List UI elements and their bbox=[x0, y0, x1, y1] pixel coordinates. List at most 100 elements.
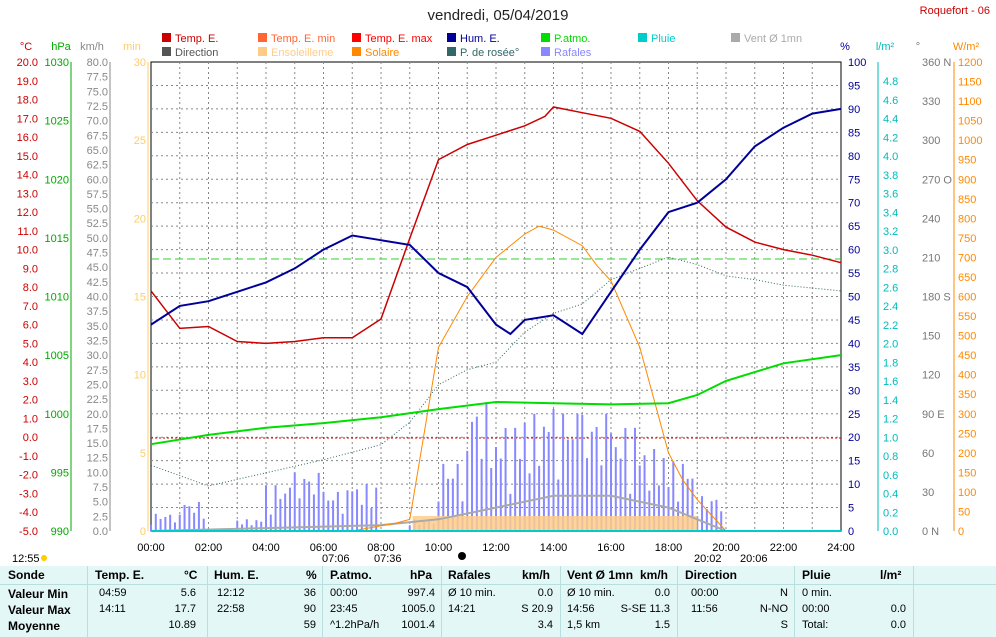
axis-tick-solar: 1050 bbox=[958, 116, 982, 128]
time-tick: 12:00 bbox=[482, 542, 510, 554]
axis-tick-hum: 70 bbox=[848, 198, 860, 210]
axis-tick-wind: 50.0 bbox=[87, 233, 108, 245]
stat-press-label: 23:45 bbox=[330, 603, 358, 615]
axis-tick-hum: 25 bbox=[848, 409, 860, 421]
stat-press-label: 00:00 bbox=[330, 587, 358, 599]
axis-tick-rain: 0.6 bbox=[883, 470, 898, 482]
legend-swatch bbox=[731, 33, 740, 42]
axis-tick-wind: 65.0 bbox=[87, 145, 108, 157]
axis-tick-wind: 22.5 bbox=[87, 394, 108, 406]
axis-tick-temp: 16.0 bbox=[17, 132, 38, 144]
legend-label: Hum. E. bbox=[460, 33, 500, 45]
axis-tick-minutes: 15 bbox=[134, 292, 146, 304]
axis-tick-wind: 15.0 bbox=[87, 438, 108, 450]
axis-tick-dir: 90 E bbox=[922, 409, 945, 421]
axis-tick-press: 1000 bbox=[45, 409, 69, 421]
axis-tick-solar: 800 bbox=[958, 213, 976, 225]
axis-tick-temp: 13.0 bbox=[17, 188, 38, 200]
axis-tick-solar: 250 bbox=[958, 428, 976, 440]
stat-dir-label: 11:56 bbox=[691, 603, 718, 615]
time-tick: 06:00 bbox=[310, 542, 338, 554]
axis-tick-solar: 1100 bbox=[958, 96, 982, 108]
axis-unit-wind: km/h bbox=[80, 41, 104, 53]
axis-tick-dir: 240 bbox=[922, 213, 940, 225]
axis-tick-press: 1030 bbox=[45, 57, 69, 69]
axis-tick-temp: 19.0 bbox=[17, 76, 38, 88]
axis-tick-solar: 900 bbox=[958, 174, 976, 186]
axis-tick-rain: 1.0 bbox=[883, 432, 898, 444]
axis-tick-solar: 950 bbox=[958, 155, 976, 167]
axis-tick-rain: 2.8 bbox=[883, 264, 898, 276]
stats-table: Sonde Temp. E. °C Hum. E. % P.atmo. hPa … bbox=[0, 566, 996, 637]
axis-tick-temp: 4.0 bbox=[23, 357, 38, 369]
axis-tick-solar: 550 bbox=[958, 311, 976, 323]
legend-swatch bbox=[447, 33, 456, 42]
stat-temp-label: 14:11 bbox=[99, 603, 126, 615]
axis-tick-solar: 1200 bbox=[958, 57, 982, 69]
axis-tick-dir: 0 N bbox=[922, 526, 939, 538]
header-gust-unit: km/h bbox=[522, 568, 551, 582]
stat-wind-label: 14:56 bbox=[567, 603, 595, 615]
axis-tick-wind: 30.0 bbox=[87, 350, 108, 362]
stat-press-value: 1001.4 bbox=[401, 619, 435, 631]
axis-tick-temp: 3.0 bbox=[23, 376, 38, 388]
stat-dir-value: N bbox=[780, 587, 788, 599]
header-rain-unit: l/m² bbox=[880, 568, 902, 582]
stat-temp-value: 5.6 bbox=[180, 587, 196, 599]
axis-tick-wind: 20.0 bbox=[87, 409, 108, 421]
axis-tick-rain: 1.2 bbox=[883, 414, 898, 426]
axis-tick-rain: 4.0 bbox=[883, 151, 898, 163]
weather-chart: 20.0 19.0 18.0 17.0 16.0 15.0 14.0 13.0 12.0 11.0… bbox=[12, 5, 990, 565]
axis-tick-solar: 750 bbox=[958, 233, 976, 245]
stat-press-value: 1005.0 bbox=[401, 603, 435, 615]
stat-hum-value: 59 bbox=[303, 619, 316, 631]
time-marker-left: 12:55 bbox=[12, 553, 40, 565]
axis-tick-wind: 60.0 bbox=[87, 174, 108, 186]
axis-tick-temp: -3.0 bbox=[19, 488, 38, 500]
header-hum: Hum. E. bbox=[214, 568, 259, 582]
stat-rain-label: 0 min. bbox=[802, 587, 832, 599]
axis-tick-wind: 55.0 bbox=[87, 204, 108, 216]
axis-tick-press: 1005 bbox=[45, 350, 69, 362]
legend-label: Temp. E. bbox=[175, 33, 218, 45]
legend-swatch bbox=[258, 33, 267, 42]
series-temperature bbox=[150, 106, 842, 345]
axis-tick-hum: 5 bbox=[848, 503, 854, 515]
axis-tick-hum: 80 bbox=[848, 151, 860, 163]
series-solar bbox=[151, 225, 841, 532]
axis-tick-wind: 70.0 bbox=[87, 116, 108, 128]
axis-tick-minutes: 10 bbox=[134, 370, 146, 382]
header-sonde: Sonde bbox=[8, 568, 45, 582]
legend: Temp. E. Temp. E. min Temp. E. max Hum. E. P… bbox=[162, 33, 802, 59]
legend-label: Vent Ø 1mn bbox=[744, 33, 802, 45]
axis-tick-temp: 20.0 bbox=[17, 57, 38, 69]
axis-tick-solar: 1000 bbox=[958, 135, 982, 147]
stat-temp-value: 10.89 bbox=[168, 619, 196, 631]
legend-label: Pluie bbox=[651, 33, 675, 45]
axis-tick-rain: 4.8 bbox=[883, 76, 898, 88]
axis-tick-wind: 47.5 bbox=[87, 248, 108, 260]
header-temp-unit: °C bbox=[184, 568, 198, 582]
stat-rain-value: 0.0 bbox=[890, 619, 906, 631]
axis-tick-wind: 5.0 bbox=[93, 497, 108, 509]
time-tick: 14:00 bbox=[540, 542, 568, 554]
header-press-unit: hPa bbox=[410, 568, 433, 582]
axis-tick-temp: 2.0 bbox=[23, 395, 38, 407]
axis-tick-temp: 12.0 bbox=[17, 207, 38, 219]
axis-tick-dir: 270 O bbox=[922, 174, 952, 186]
stat-wind-value: 0.0 bbox=[654, 587, 670, 599]
axis-tick-temp: 5.0 bbox=[23, 338, 38, 350]
axis-tick-wind: 77.5 bbox=[87, 72, 108, 84]
header-gust: Rafales bbox=[448, 568, 491, 582]
now-marker bbox=[458, 552, 466, 560]
stat-gust-value: 3.4 bbox=[537, 619, 553, 631]
axis-unit-solar: W/m² bbox=[953, 41, 980, 53]
axis-tick-solar: 150 bbox=[958, 467, 976, 479]
time-tick: 24:00 bbox=[827, 542, 855, 554]
axis-tick-hum: 100 bbox=[848, 57, 866, 69]
legend-swatch bbox=[541, 47, 550, 56]
axis-tick-wind: 52.5 bbox=[87, 218, 108, 230]
stat-gust-label: 14:21 bbox=[448, 603, 476, 615]
axis-tick-solar: 300 bbox=[958, 409, 976, 421]
row-label-min: Valeur Min bbox=[8, 587, 69, 601]
